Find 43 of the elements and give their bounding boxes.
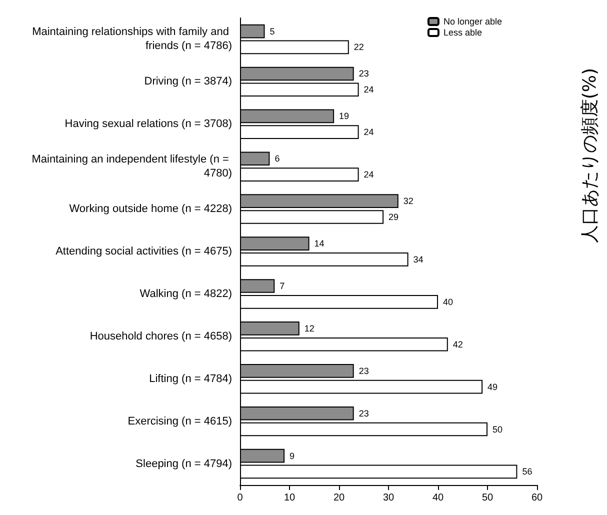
y-tick-label: Lifting (n = 4784) <box>149 372 232 385</box>
data-label: 56 <box>522 466 532 477</box>
y-tick-label: Driving (n = 3874) <box>144 76 232 88</box>
data-label: 23 <box>358 408 369 418</box>
legend-label: No longer able <box>443 16 502 26</box>
text: 人口あたりの頻度(%) <box>580 68 600 244</box>
data-label: 7 <box>280 281 285 292</box>
data-label: 19 <box>339 111 350 122</box>
data-label: 34 <box>413 254 424 264</box>
data-label: 40 <box>443 296 454 307</box>
data-label: 22 <box>354 42 364 52</box>
data-label: 32 <box>403 196 414 206</box>
data-label: 9 <box>290 450 295 461</box>
y-tick-label: Working outside home (n = 4228) <box>69 203 232 216</box>
data-label: 23 <box>358 366 369 376</box>
data-label: 12 <box>304 323 314 334</box>
data-label: 6 <box>274 154 280 164</box>
y-tick-label: Walking (n = 4822) <box>140 288 232 300</box>
y-tick-label: Maintaining relationships with family and friends (n = 4786) <box>32 26 232 52</box>
x-tick-label: 40 <box>432 492 444 504</box>
data-label: 24 <box>364 170 374 180</box>
data-label: 42 <box>452 339 463 350</box>
y-tick-label: Attending social activities (n = 4675) <box>56 246 232 258</box>
x-tick-label: 0 <box>237 492 244 504</box>
data-label: 23 <box>358 68 369 79</box>
data-label: 24 <box>364 127 374 138</box>
y-tick-label: Exercising (n = 4615) <box>128 415 232 428</box>
y-tick-label: Maintaining an independent lifestyle (n = 4780) <box>32 154 232 180</box>
x-tick-label: 50 <box>482 492 494 504</box>
data-label: 29 <box>388 212 399 222</box>
data-label: 14 <box>314 238 324 249</box>
x-tick-label: 60 <box>531 492 543 504</box>
x-tick-label: 20 <box>333 492 345 504</box>
data-label: 50 <box>492 424 503 434</box>
legend-label: Less able <box>443 28 482 38</box>
x-tick-label: 10 <box>284 492 296 504</box>
data-label: 5 <box>270 26 275 36</box>
data-label: 24 <box>364 84 374 95</box>
y-tick-label: Having sexual relations (n = 3708) <box>64 118 232 130</box>
data-label: 49 <box>488 382 498 392</box>
x-tick-label: 30 <box>382 492 394 504</box>
y-tick-label: Sleeping (n = 4794) <box>136 458 232 470</box>
y-tick-label: Household chores (n = 4658) <box>90 330 232 342</box>
